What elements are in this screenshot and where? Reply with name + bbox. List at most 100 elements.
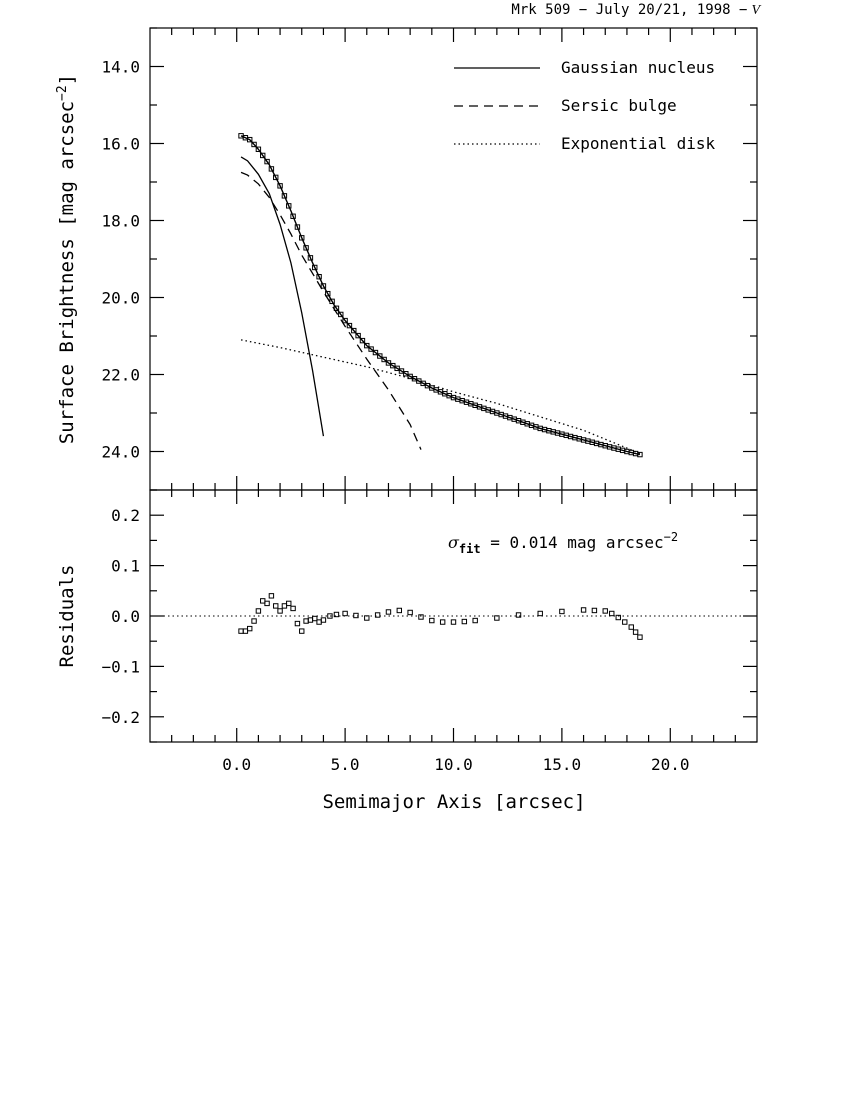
x-axis-title: Semimajor Axis [arcsec] xyxy=(322,791,585,813)
residual-marker xyxy=(333,611,340,618)
data-marker xyxy=(381,356,387,363)
residual-marker xyxy=(353,612,359,619)
residual-marker xyxy=(303,618,309,624)
data-fit-line xyxy=(240,135,641,456)
bottom-y-tick-labels: 0.2 0.1 0.0 −0.1 −0.2 xyxy=(101,506,140,727)
y-tick-label: 22.0 xyxy=(101,366,140,385)
residual-marker xyxy=(609,610,615,617)
residual-marker xyxy=(374,612,381,618)
bottom-ticks xyxy=(150,489,757,743)
data-marker xyxy=(260,152,266,159)
y-tick-label: 0.1 xyxy=(111,557,140,576)
residual-marker xyxy=(637,634,643,640)
residual-marker xyxy=(307,617,314,623)
residual-marker xyxy=(312,615,318,622)
data-marker xyxy=(359,337,366,344)
residual-marker xyxy=(418,614,424,620)
data-marker xyxy=(320,283,327,289)
x-tick-label: 10.0 xyxy=(434,755,473,774)
residual-marker xyxy=(461,618,468,625)
residual-marker xyxy=(537,610,543,617)
residual-marker xyxy=(238,628,244,634)
top-series-group xyxy=(240,135,641,456)
data-marker xyxy=(368,346,374,352)
data-marker xyxy=(316,274,322,280)
data-marker xyxy=(338,311,344,318)
data-marker xyxy=(286,203,292,209)
residual-marker xyxy=(407,609,413,616)
series-sersic-bulge xyxy=(240,171,422,450)
residual-marker xyxy=(591,607,598,614)
sigma-annotation: σfit = 0.014 mag arcsec−2 xyxy=(448,530,678,556)
residual-marker xyxy=(628,624,634,630)
y-tick-label: −0.1 xyxy=(101,657,140,676)
y-tick-label: 16.0 xyxy=(101,135,140,154)
bottom-panel: 0.2 0.1 0.0 −0.1 −0.2 0.0 5.0 10.0 15.0 20.0 Res… xyxy=(56,489,758,813)
chart-title: Mrk 509 − July 20/21, 1998 − V xyxy=(511,2,761,18)
data-marker xyxy=(264,158,270,165)
residual-marker xyxy=(622,619,628,625)
sigma-sub: fit xyxy=(459,542,481,556)
legend-label: Sersic bulge xyxy=(561,96,677,115)
residual-markers xyxy=(238,593,643,640)
residual-marker xyxy=(273,603,279,609)
data-marker xyxy=(268,166,275,172)
data-marker xyxy=(247,136,253,143)
residual-marker xyxy=(264,600,270,607)
data-marker xyxy=(351,327,357,334)
y-tick-label: 0.2 xyxy=(111,506,140,525)
residual-marker xyxy=(602,608,608,614)
residual-marker xyxy=(294,620,301,627)
residual-marker xyxy=(281,603,288,609)
residual-marker xyxy=(268,593,275,599)
top-ylabel-close: ] xyxy=(56,74,78,85)
data-marker xyxy=(277,183,283,189)
y-tick-label: 14.0 xyxy=(101,58,140,77)
residual-marker xyxy=(396,607,403,614)
data-marker xyxy=(637,451,643,458)
legend-label: Exponential disk xyxy=(561,134,715,153)
residual-marker xyxy=(385,609,392,615)
title-band: V xyxy=(751,3,761,18)
residual-marker xyxy=(439,619,446,625)
data-marker xyxy=(281,193,288,199)
data-marker xyxy=(290,213,296,219)
y-tick-label: 0.0 xyxy=(111,607,140,626)
residual-marker xyxy=(299,628,305,634)
top-y-axis-title: Surface Brightness [mag arcsec−2] xyxy=(55,74,78,444)
residual-marker xyxy=(320,617,327,623)
sigma-symbol: σ xyxy=(448,533,460,552)
residual-marker xyxy=(342,610,348,617)
data-marker xyxy=(329,298,335,305)
top-ticks xyxy=(150,27,757,491)
data-marker xyxy=(312,264,318,271)
data-marker xyxy=(346,322,353,329)
y-tick-label: 20.0 xyxy=(101,289,140,308)
data-marker xyxy=(273,174,279,181)
top-panel: 14.0 16.0 18.0 20.0 22.0 24.0 Surface Brightn… xyxy=(55,27,758,491)
sigma-sup: −2 xyxy=(664,530,678,544)
residual-marker xyxy=(364,615,370,621)
residual-marker xyxy=(286,600,292,607)
residual-marker xyxy=(260,598,266,604)
residual-marker xyxy=(494,615,500,621)
data-marker xyxy=(255,146,262,152)
data-marker xyxy=(377,353,383,359)
legend-label: Gaussian nucleus xyxy=(561,58,715,77)
data-marker xyxy=(303,245,309,251)
residual-marker xyxy=(327,613,333,619)
residual-marker xyxy=(580,607,587,613)
residual-marker xyxy=(632,629,639,635)
residual-marker xyxy=(251,618,257,624)
data-marker xyxy=(372,349,379,356)
residual-marker xyxy=(316,619,322,625)
data-marker xyxy=(342,317,348,324)
residual-marker xyxy=(559,608,565,615)
data-marker xyxy=(355,332,361,339)
data-marker xyxy=(333,305,340,311)
sigma-text: = 0.014 mag arcsec xyxy=(481,533,664,552)
title-main: Mrk 509 − July 20/21, 1998 − xyxy=(511,2,747,18)
x-tick-label: 0.0 xyxy=(222,755,251,774)
data-marker xyxy=(299,235,305,241)
